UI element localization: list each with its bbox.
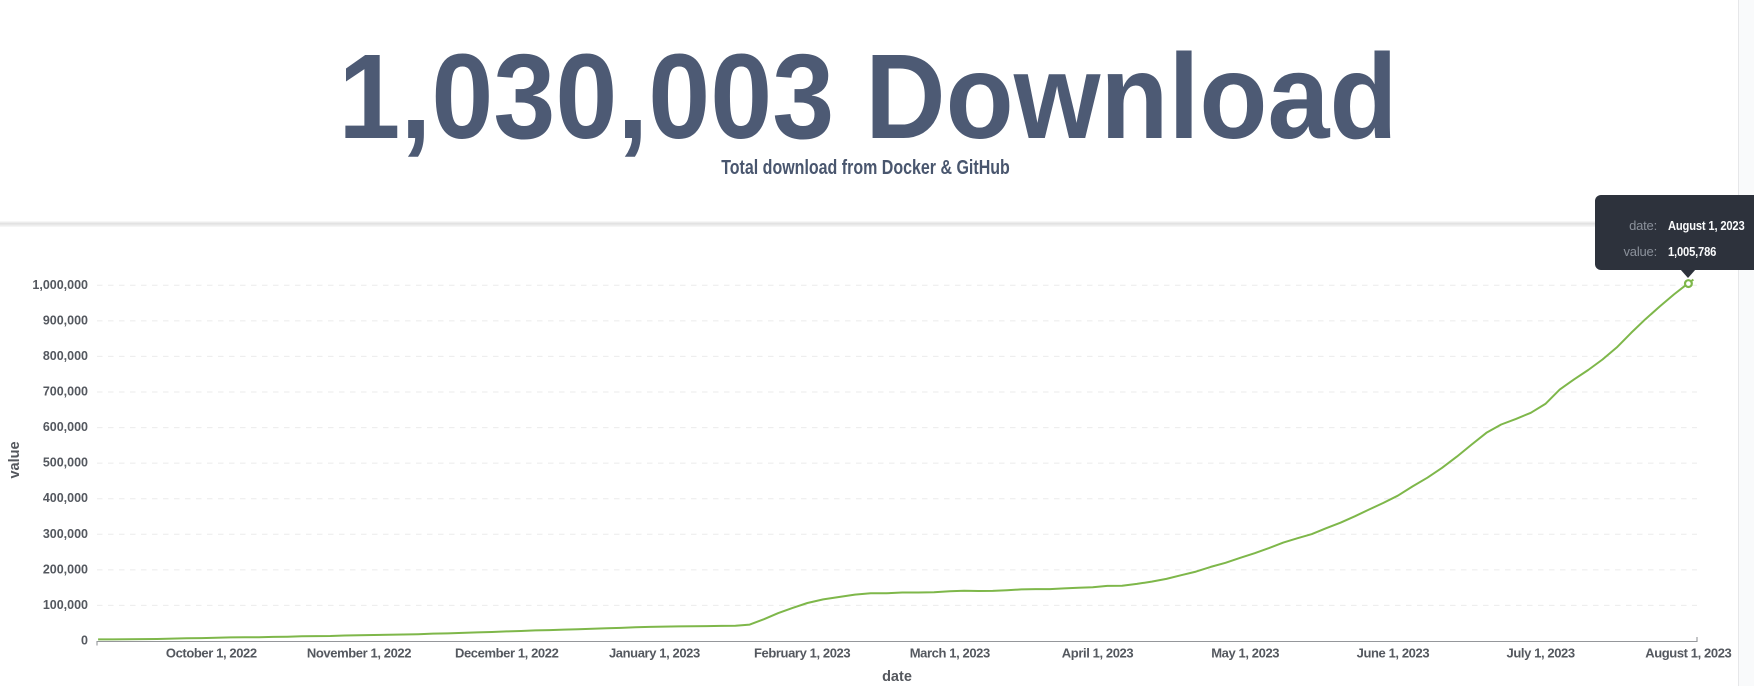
svg-text:March 1, 2023: March 1, 2023 xyxy=(910,646,990,661)
svg-text:date: date xyxy=(882,669,912,685)
svg-text:300,000: 300,000 xyxy=(43,527,88,541)
svg-text:February 1, 2023: February 1, 2023 xyxy=(754,646,850,661)
svg-text:November 1, 2022: November 1, 2022 xyxy=(307,646,411,661)
svg-text:July 1, 2023: July 1, 2023 xyxy=(1506,646,1574,661)
svg-text:December 1, 2022: December 1, 2022 xyxy=(455,646,559,661)
svg-text:500,000: 500,000 xyxy=(43,456,88,470)
svg-text:1,000,000: 1,000,000 xyxy=(32,278,88,292)
svg-text:0: 0 xyxy=(81,634,88,648)
svg-text:January 1, 2023: January 1, 2023 xyxy=(609,646,700,661)
svg-text:June 1, 2023: June 1, 2023 xyxy=(1357,646,1430,661)
svg-text:600,000: 600,000 xyxy=(43,420,88,434)
svg-text:May 1, 2023: May 1, 2023 xyxy=(1211,646,1279,661)
svg-text:200,000: 200,000 xyxy=(43,562,88,576)
svg-text:700,000: 700,000 xyxy=(43,385,88,399)
svg-text:400,000: 400,000 xyxy=(43,491,88,505)
svg-text:August 1, 2023: August 1, 2023 xyxy=(1645,646,1731,661)
svg-text:value: value xyxy=(7,441,23,478)
svg-text:900,000: 900,000 xyxy=(43,313,88,327)
svg-text:April 1, 2023: April 1, 2023 xyxy=(1062,646,1134,661)
svg-text:100,000: 100,000 xyxy=(43,598,88,612)
svg-text:800,000: 800,000 xyxy=(43,349,88,363)
svg-text:October 1, 2022: October 1, 2022 xyxy=(166,646,257,661)
